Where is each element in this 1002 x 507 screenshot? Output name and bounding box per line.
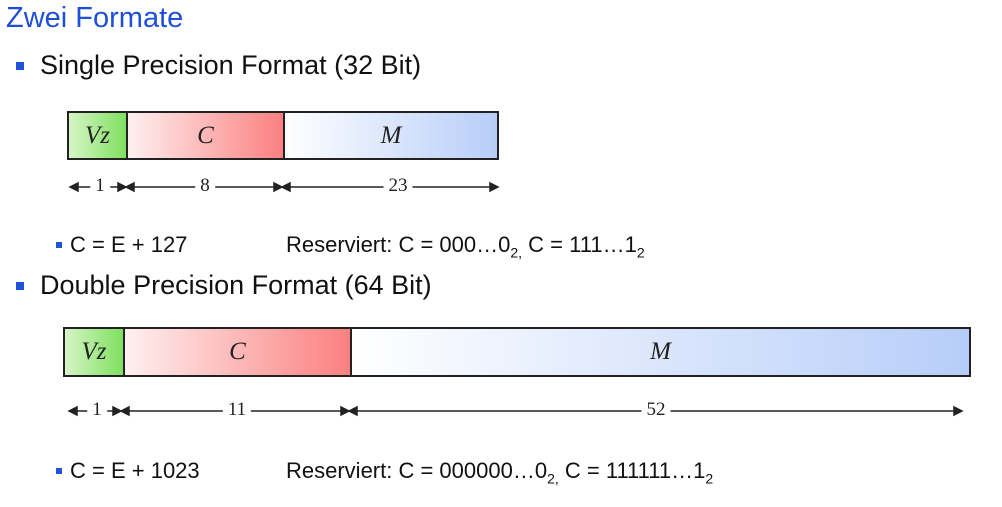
double-exponent-field: C [123,329,350,375]
single-precision-heading: Single Precision Format (32 Bit) [40,50,422,80]
double-bias-formula: C = E + 1023 [70,458,200,483]
single-exponent-width: 8 [195,174,215,198]
single-precision-bit-layout: Vz C M [67,111,499,160]
single-sign-width: 1 [90,174,110,198]
sub-bullet-square-icon [56,242,62,248]
double-dimension-arrows [67,405,964,417]
double-precision-bit-layout: Vz C M [63,327,971,377]
double-precision-heading-row: Double Precision Format (64 Bit) [16,270,432,301]
bullet-square-icon [16,281,24,290]
single-reserved-mid: C = 111…1 [522,232,637,257]
single-reserved-prefix: Reserviert: C = 000…0 [286,232,511,257]
single-precision-heading-row: Single Precision Format (32 Bit) [16,50,421,81]
single-formula-row: C = E + 127 Reserviert: C = 000…02, C = … [56,232,645,259]
double-mantissa-width: 52 [641,398,671,422]
single-width-dimensions: 1 8 23 [68,174,500,198]
double-formula-row: C = E + 1023 Reserviert: C = 000000…02, … [56,458,713,485]
single-dimension-arrows [68,181,500,193]
double-width-dimensions: 1 11 52 [67,398,964,422]
double-precision-heading: Double Precision Format (64 Bit) [40,270,432,300]
double-exponent-width: 11 [222,398,252,422]
single-reserved-values: Reserviert: C = 000…02, C = 111…12 [286,232,645,261]
single-sign-field: Vz [69,113,126,158]
single-mantissa-field: M [283,113,497,158]
single-mantissa-width: 23 [383,174,413,198]
double-reserved-sub2: 2 [705,470,714,487]
double-reserved-values: Reserviert: C = 000000…02, C = 111111…12 [286,458,714,487]
double-reserved-prefix: Reserviert: C = 000000…0 [286,458,548,483]
single-exponent-field: C [126,113,283,158]
bullet-square-icon [16,61,24,70]
double-reserved-mid: C = 111111…1 [558,458,706,483]
single-reserved-sub1: 2, [510,244,523,261]
double-mantissa-field: M [350,329,969,375]
double-sign-field: Vz [65,329,123,375]
double-sign-width: 1 [87,398,107,422]
single-reserved-sub2: 2 [636,244,645,261]
page-title: Zwei Formate [6,2,184,34]
single-bias-formula: C = E + 127 [70,232,188,257]
double-reserved-sub1: 2, [547,470,559,487]
sub-bullet-square-icon [56,468,62,474]
